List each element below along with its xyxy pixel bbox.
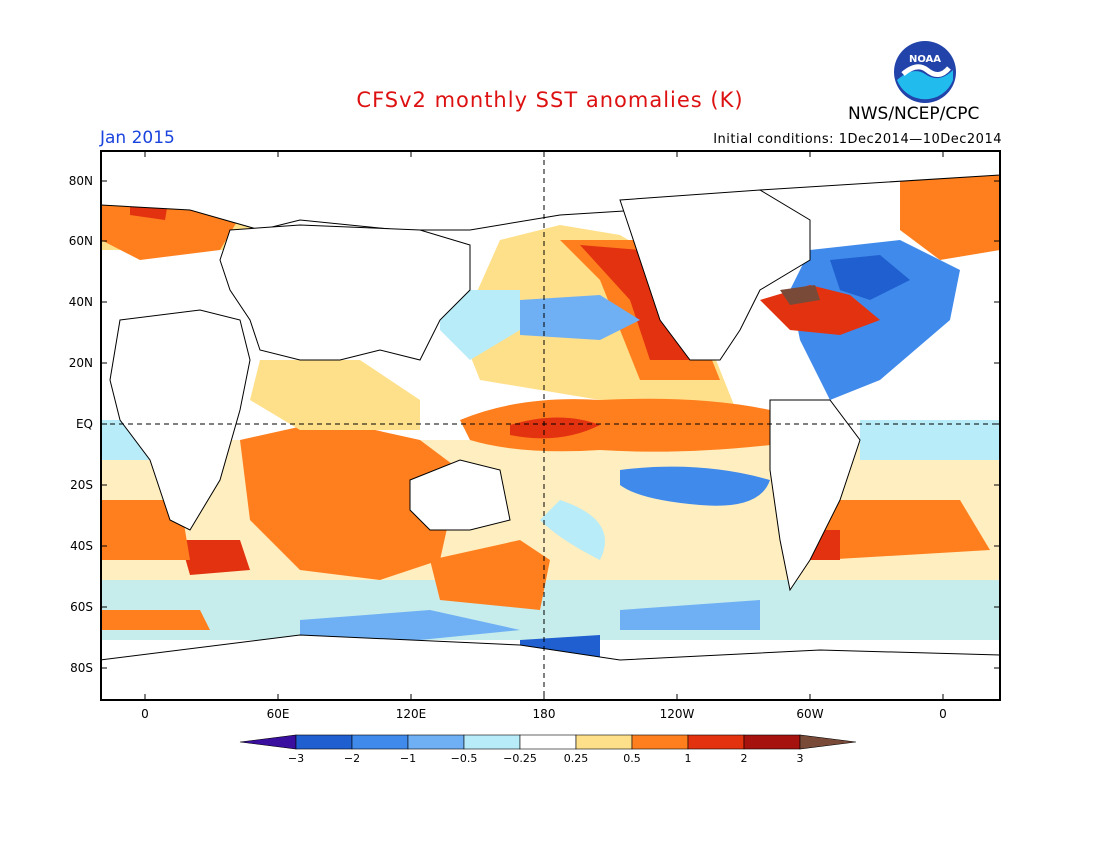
colorbar-swatch [519, 734, 577, 750]
arctic-land [101, 151, 1000, 231]
colorbar-swatch [743, 734, 801, 750]
anomaly-field [101, 151, 1000, 700]
map-frame [100, 150, 1001, 701]
logo-text: NOAA [909, 54, 941, 65]
map-title: CFSv2 monthly SST anomalies (K) [356, 88, 744, 112]
colorbar-min-arrow [239, 734, 297, 750]
colorbar-max-arrow [799, 734, 857, 750]
lon-label: 120E [396, 707, 427, 721]
colorbar-swatch [351, 734, 409, 750]
colorbar-label: 0.5 [623, 752, 641, 765]
colorbar-label: 0.25 [564, 752, 589, 765]
colorbar-swatch [295, 734, 353, 750]
colorbar-label: 1 [685, 752, 692, 765]
lat-label: 80N [69, 174, 93, 188]
lat-label: 60S [70, 600, 93, 614]
lon-label: 180 [533, 707, 556, 721]
colorbar-label: −0.25 [503, 752, 537, 765]
colorbar-swatch [631, 734, 689, 750]
colorbar-label: −2 [344, 752, 360, 765]
forecast-month: Jan 2015 [100, 128, 175, 148]
lon-label: 0 [939, 707, 947, 721]
colorbar-label: −0.5 [451, 752, 478, 765]
lat-label: 40S [70, 539, 93, 553]
colorbar-label: 2 [741, 752, 748, 765]
colorbar-label: −1 [400, 752, 416, 765]
lat-label: 40N [69, 295, 93, 309]
noaa-logo-icon: NOAA [894, 41, 956, 103]
colorbar-label: −3 [288, 752, 304, 765]
lon-label: 60E [267, 707, 290, 721]
lon-label: 120W [660, 707, 695, 721]
lat-label: 80S [70, 661, 93, 675]
latitude-axis: 80N 60N 40N 20N EQ 20S 40S 60S 80S [69, 174, 1000, 675]
initial-conditions: Initial conditions: 1Dec2014—10Dec2014 [713, 132, 1002, 147]
lat-label: 20S [70, 478, 93, 492]
colorbar-swatch [463, 734, 521, 750]
lon-label: 0 [141, 707, 149, 721]
colorbar-swatch [687, 734, 745, 750]
colorbar-label: 3 [797, 752, 804, 765]
colorbar-swatch [407, 734, 465, 750]
lat-label: EQ [76, 417, 93, 431]
lat-label: 20N [69, 356, 93, 370]
agency-label: NWS/NCEP/CPC [848, 104, 980, 124]
colorbar: −3 −2 −1 −0.5 −0.25 0.25 0.5 1 2 3 [239, 734, 857, 765]
lat-label: 60N [69, 234, 93, 248]
colorbar-swatch [575, 734, 633, 750]
longitude-axis: 0 60E 120E 180 120W 60W 0 [141, 151, 947, 721]
lon-label: 60W [796, 707, 823, 721]
